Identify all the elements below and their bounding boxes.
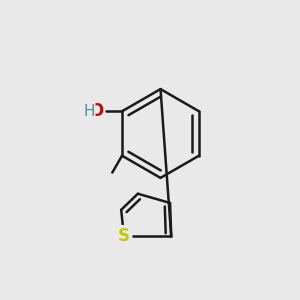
Text: S: S <box>118 227 130 245</box>
Text: H: H <box>83 104 95 119</box>
Text: O: O <box>89 102 103 120</box>
